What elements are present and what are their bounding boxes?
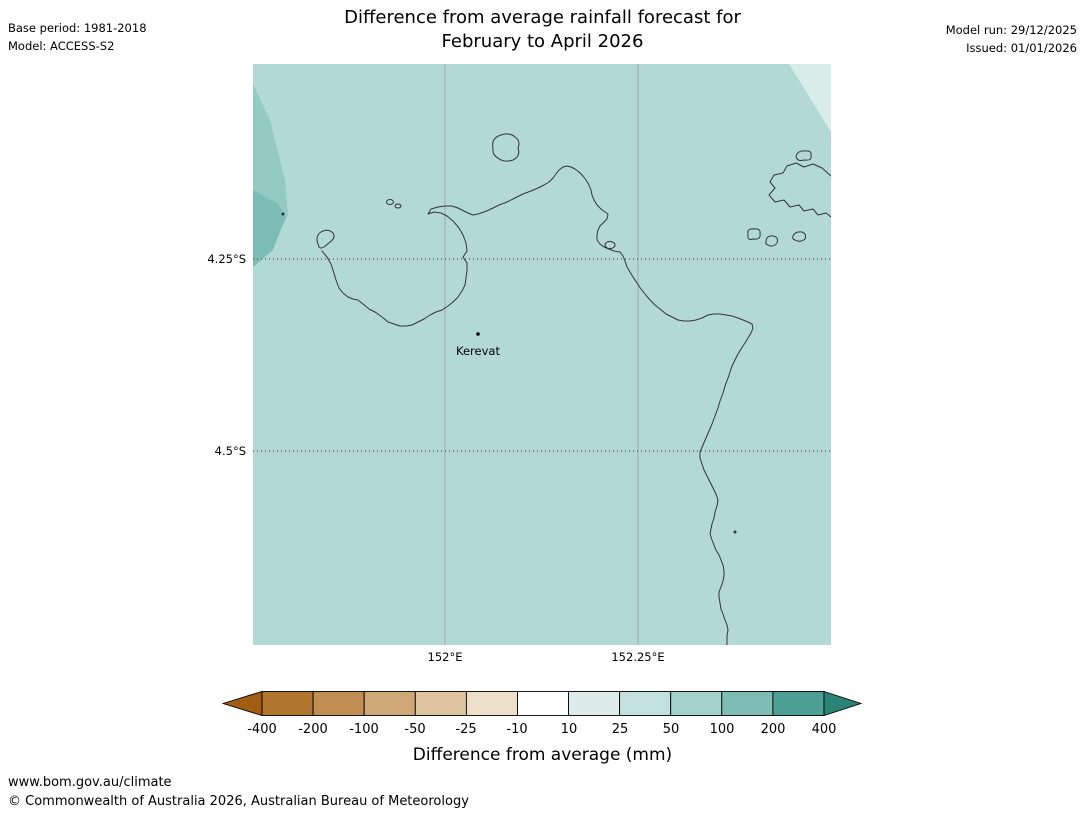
colorbar-segment [670,691,723,716]
colorbar-canvas [221,690,863,717]
coastline-cape-lambert-islet [316,229,335,249]
colorbar-segment [772,691,825,716]
coastline-harbour-islet [604,241,616,249]
coastline-island-north [795,150,812,161]
colorbar-segment [517,691,570,716]
rainfall-forecast-map: Kerevat [253,64,832,646]
colorbar-tick-label: -25 [455,722,477,737]
colorbar [221,690,863,720]
colorbar-segment [465,691,518,716]
colorbar-segment [619,691,672,716]
colorbar-tick-label: 400 [811,722,837,737]
coastline-watom-island [492,133,520,162]
coastline-new-britain [321,165,754,646]
forecast-region-base [253,64,831,645]
coastline-duke-of-york-c [792,231,807,242]
colorbar-title: Difference from average (mm) [412,745,673,765]
colorbar-tick-label: -10 [506,722,528,737]
base-period-label: Base period: 1981-2018 [8,21,147,35]
colorbar-tick-label: 200 [760,722,786,737]
colorbar-tick-label: 50 [662,722,680,737]
coastline-new-ireland-tip [768,162,832,218]
header-right: Model run: 29/12/2025 Issued: 01/01/2026 [946,21,1077,57]
colorbar-ticks: -400 -200 -100 -50 -25 -10 10 25 50 100 … [222,722,862,738]
colorbar-tick-label: 10 [560,722,578,737]
station-label-kerevat: Kerevat [456,344,500,358]
islet-dot-west [281,212,285,216]
coastline-islet-a [386,199,394,205]
colorbar-arrow-right [823,690,863,717]
colorbar-segment [414,691,467,716]
colorbar-tick-label: 100 [709,722,735,737]
coastline-duke-of-york-a [747,228,761,240]
issued-label: Issued: 01/01/2026 [966,41,1077,55]
colorbar-tick-label: 25 [611,722,629,737]
colorbar-segment [363,691,416,716]
colorbar-segment [721,691,774,716]
title-line-1: Difference from average rainfall forecas… [344,7,741,28]
model-run-label: Model run: 29/12/2025 [945,23,1077,37]
footer-url: www.bom.gov.au/climate [8,775,172,790]
lat-label-4-5s: 4.5°S [214,444,246,458]
title-line-2: February to April 2026 [441,31,644,52]
colorbar-tick-label: -50 [404,722,426,737]
page-title: Difference from average rainfall forecas… [0,6,1085,54]
lon-label-152-25e: 152.25°E [611,650,665,664]
colorbar-arrow-left [221,690,263,717]
colorbar-tick-label: -100 [349,722,379,737]
header-left: Base period: 1981-2018 Model: ACCESS-S2 [8,19,147,55]
colorbar-segment [312,691,365,716]
colorbar-tick-label: -400 [247,722,277,737]
lon-label-152e: 152°E [427,650,463,664]
coastline-duke-of-york-b [765,235,778,247]
footer-copyright: © Commonwealth of Australia 2026, Austra… [8,794,469,809]
colorbar-segment [261,691,314,716]
colorbar-segment [568,691,621,716]
forecast-region-darker [253,190,286,267]
lat-label-4-25s: 4.25°S [207,252,246,266]
islet-dot-south [733,530,737,534]
colorbar-tick-label: -200 [298,722,328,737]
coastline-islet-b [394,203,402,209]
station-marker-kerevat [476,332,480,336]
forecast-region-pale [789,64,831,132]
model-label: Model: ACCESS-S2 [8,39,115,53]
map-canvas: Kerevat [253,64,832,646]
